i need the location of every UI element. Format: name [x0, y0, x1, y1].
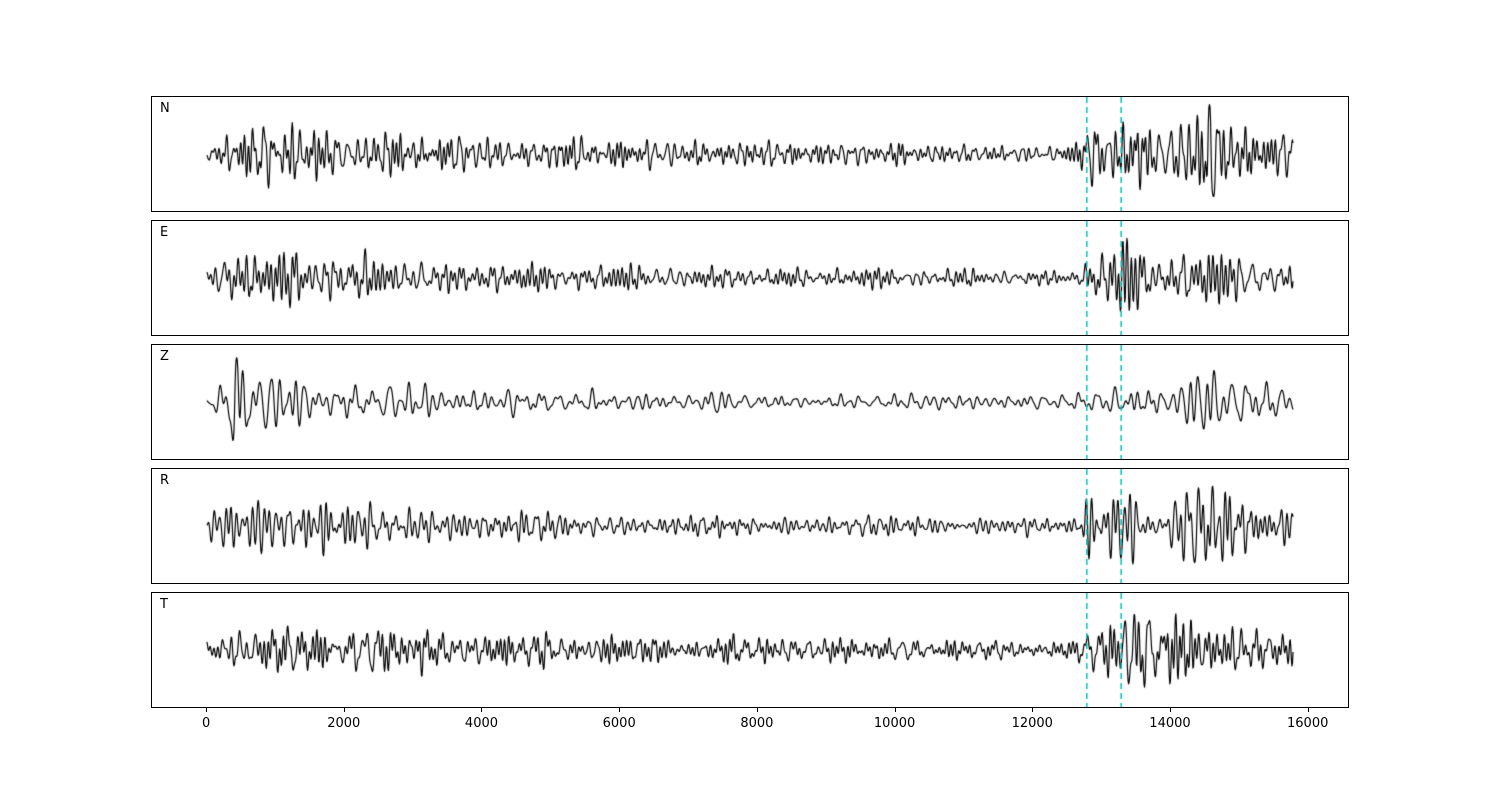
waveform-canvas-r	[152, 469, 1348, 583]
x-tick-label: 16000	[1287, 716, 1329, 731]
x-tick-mark	[1307, 708, 1309, 712]
x-tick-label: 4000	[464, 716, 499, 731]
x-tick-mark	[481, 708, 483, 712]
x-tick-mark	[1032, 708, 1034, 712]
waveform-canvas-z	[152, 345, 1348, 459]
x-tick-label: 2000	[327, 716, 361, 731]
x-tick-mark	[619, 708, 621, 712]
x-tick-label: 8000	[740, 716, 774, 731]
waveform-panel-n: N	[151, 96, 1349, 212]
waveform-panel-z: Z	[151, 344, 1349, 460]
waveform-panel-r: R	[151, 468, 1349, 584]
x-tick-label: 14000	[1149, 716, 1191, 731]
x-tick-mark	[206, 708, 208, 712]
waveform-canvas-e	[152, 221, 1348, 335]
x-tick-mark	[343, 708, 345, 712]
channel-label-z: Z	[160, 349, 169, 364]
channel-label-n: N	[160, 101, 170, 116]
channel-label-r: R	[160, 473, 170, 488]
x-tick-label: 12000	[1011, 716, 1053, 731]
channel-label-e: E	[160, 225, 169, 240]
waveform-canvas-t	[152, 593, 1348, 707]
x-tick-label: 0	[201, 716, 211, 731]
waveform-panel-t: T	[151, 592, 1349, 708]
waveform-canvas-n	[152, 97, 1348, 211]
channel-label-t: T	[160, 597, 168, 612]
x-tick-mark	[1169, 708, 1171, 712]
x-tick-mark	[894, 708, 896, 712]
x-tick-label: 6000	[602, 716, 636, 731]
x-tick-label: 10000	[873, 716, 916, 731]
x-axis: 0 2000 4000 6000 8000 10000 12000 14000 16000	[151, 708, 1349, 742]
waveform-panel-e: E	[151, 220, 1349, 336]
x-tick-mark	[756, 708, 758, 712]
